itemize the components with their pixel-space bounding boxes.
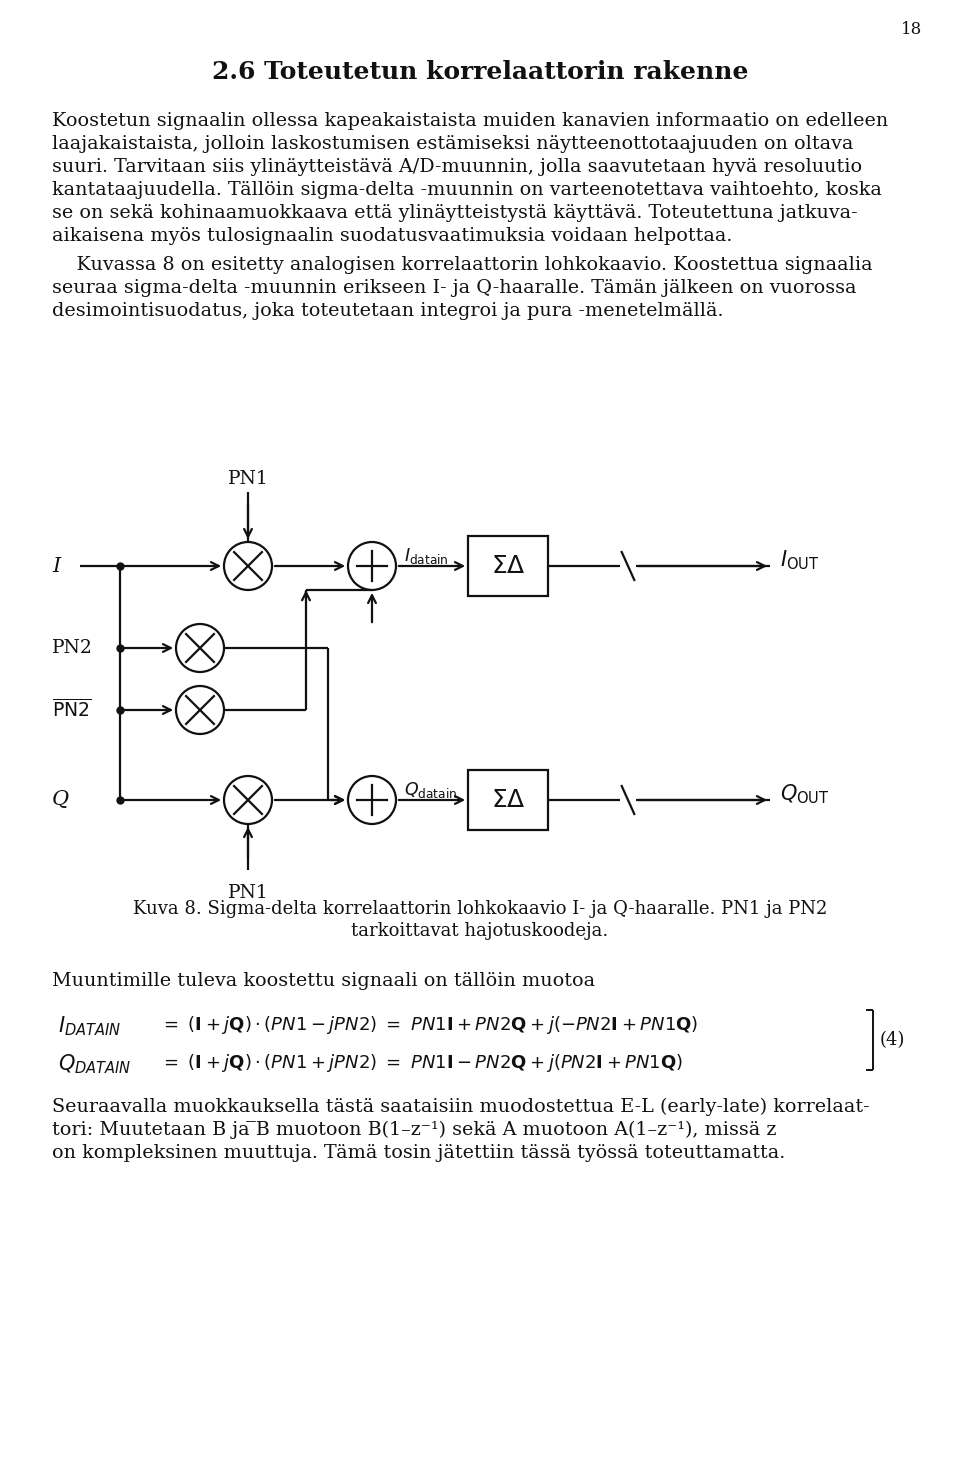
- Text: $I_{\rm datain}$: $I_{\rm datain}$: [404, 545, 448, 566]
- Text: laajakaistaista, jolloin laskostumisen estämiseksi näytteenottotaajuuden on olta: laajakaistaista, jolloin laskostumisen e…: [52, 134, 853, 154]
- Text: tori: Muutetaan B ja ̅B muotoon B(1–z⁻¹) sekä A muotoon A(1–z⁻¹), missä z: tori: Muutetaan B ja ̅B muotoon B(1–z⁻¹)…: [52, 1120, 777, 1140]
- Bar: [468, 770, 548, 831]
- Text: Seuraavalla muokkauksella tästä saataisiin muodostettua E-L (early-late) korrela: Seuraavalla muokkauksella tästä saataisi…: [52, 1098, 870, 1116]
- Text: PN2: PN2: [52, 638, 93, 658]
- Text: $=\ (\mathbf{I}+j\mathbf{Q})\cdot(PN1-jPN2)\ =\ PN1\mathbf{I}+PN2\mathbf{Q}+j(-P: $=\ (\mathbf{I}+j\mathbf{Q})\cdot(PN1-jP…: [160, 1014, 698, 1036]
- Text: Koostetun signaalin ollessa kapeakaistaista muiden kanavien informaatio on edell: Koostetun signaalin ollessa kapeakaistai…: [52, 112, 888, 130]
- Text: Muuntimille tuleva koostettu signaali on tällöin muotoa: Muuntimille tuleva koostettu signaali on…: [52, 973, 595, 990]
- Text: $I_{DATAIN}$: $I_{DATAIN}$: [58, 1014, 121, 1038]
- Text: $Q_{\rm OUT}$: $Q_{\rm OUT}$: [780, 782, 829, 806]
- Text: desimointisuodatus, joka toteutetaan integroi ja pura -menetelmällä.: desimointisuodatus, joka toteutetaan int…: [52, 302, 724, 321]
- Text: $\Sigma\Delta$: $\Sigma\Delta$: [491, 788, 525, 811]
- Text: seuraa sigma-delta -muunnin erikseen I- ja Q-haaralle. Tämän jälkeen on vuorossa: seuraa sigma-delta -muunnin erikseen I- …: [52, 279, 856, 297]
- Text: kantataajuudella. Tällöin sigma-delta -muunnin on varteenotettava vaihtoehto, ko: kantataajuudella. Tällöin sigma-delta -m…: [52, 180, 882, 200]
- Text: Kuva 8. Sigma-delta korrelaattorin lohkokaavio I- ja Q-haaralle. PN1 ja PN2: Kuva 8. Sigma-delta korrelaattorin lohko…: [132, 900, 828, 918]
- Text: se on sekä kohinaamuokkaava että ylinäytteistystä käyttävä. Toteutettuna jatkuva: se on sekä kohinaamuokkaava että ylinäyt…: [52, 204, 857, 222]
- Text: 2.6 Toteutetun korrelaattorin rakenne: 2.6 Toteutetun korrelaattorin rakenne: [212, 61, 748, 84]
- Text: $\overline{\rm PN2}$: $\overline{\rm PN2}$: [52, 699, 91, 721]
- Text: PN1: PN1: [228, 470, 269, 488]
- Text: 18: 18: [901, 22, 923, 38]
- Text: $=\ (\mathbf{I}+j\mathbf{Q})\cdot(PN1+jPN2)\ =\ PN1\mathbf{I}-PN2\mathbf{Q}+j(PN: $=\ (\mathbf{I}+j\mathbf{Q})\cdot(PN1+jP…: [160, 1052, 684, 1075]
- Text: aikaisena myös tulosignaalin suodatusvaatimuksia voidaan helpottaa.: aikaisena myös tulosignaalin suodatusvaa…: [52, 228, 732, 245]
- Text: I: I: [52, 557, 60, 575]
- Text: PN1: PN1: [228, 884, 269, 902]
- Text: Q: Q: [52, 791, 69, 810]
- Text: $I_{\rm OUT}$: $I_{\rm OUT}$: [780, 548, 819, 572]
- Text: Kuvassa 8 on esitetty analogisen korrelaattorin lohkokaavio. Koostettua signaali: Kuvassa 8 on esitetty analogisen korrela…: [52, 256, 873, 273]
- Text: $Q_{DATAIN}$: $Q_{DATAIN}$: [58, 1052, 132, 1076]
- Text: suuri. Tarvitaan siis ylinäytteistävä A/D-muunnin, jolla saavutetaan hyvä resolu: suuri. Tarvitaan siis ylinäytteistävä A/…: [52, 158, 862, 176]
- Text: on kompleksinen muuttuja. Tämä tosin jätettiin tässä työssä toteuttamatta.: on kompleksinen muuttuja. Tämä tosin jät…: [52, 1144, 785, 1162]
- Text: $\Sigma\Delta$: $\Sigma\Delta$: [491, 554, 525, 578]
- Text: tarkoittavat hajotuskoodeja.: tarkoittavat hajotuskoodeja.: [351, 922, 609, 940]
- Bar: [468, 537, 548, 596]
- Text: $Q_{\rm datain}$: $Q_{\rm datain}$: [404, 780, 457, 800]
- Text: (4): (4): [880, 1032, 905, 1049]
